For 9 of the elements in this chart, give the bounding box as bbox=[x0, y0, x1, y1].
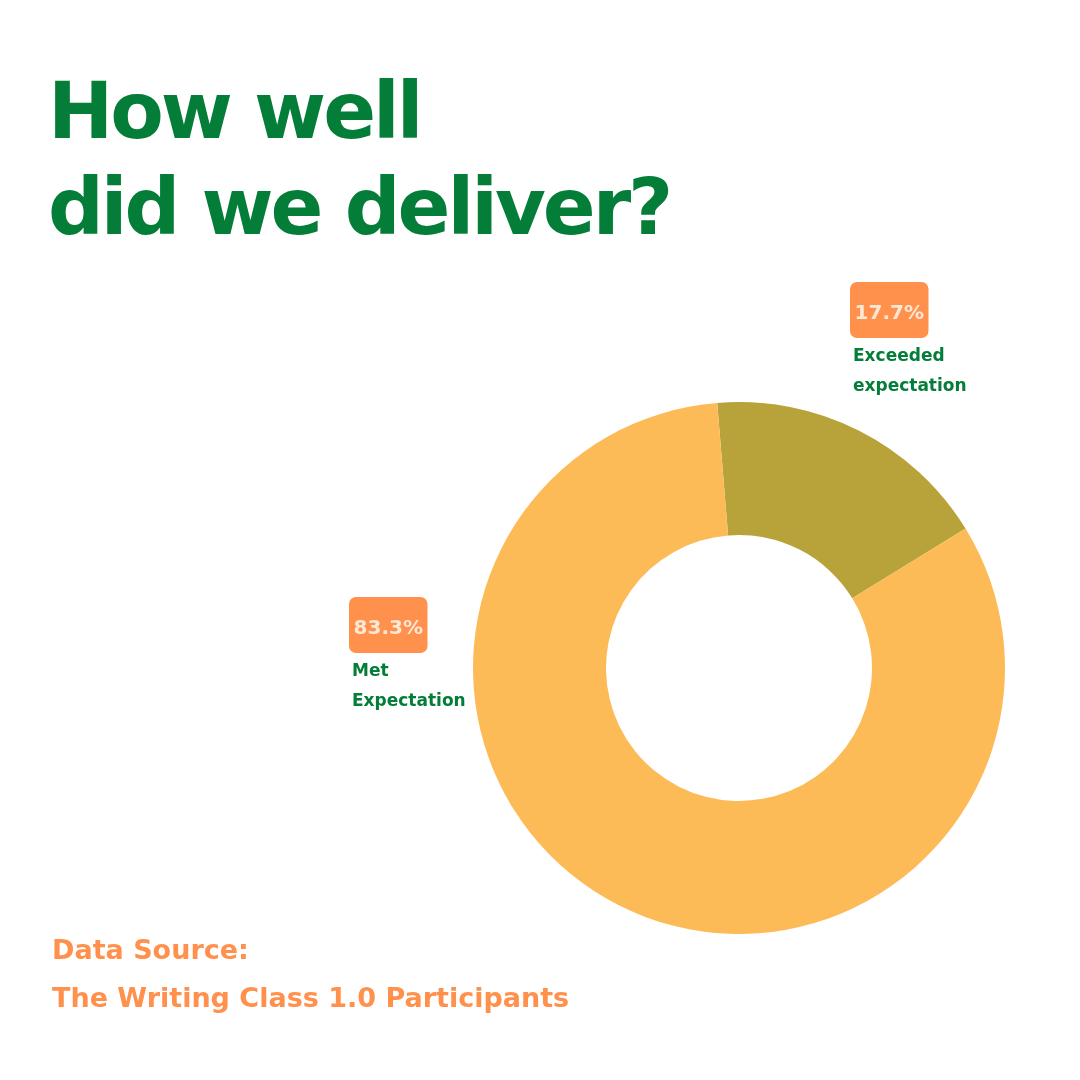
slice-label: Exceeded expectation bbox=[853, 345, 967, 395]
slice-label: Met Expectation bbox=[352, 660, 466, 710]
data-label: 17.7% bbox=[854, 300, 924, 324]
data-label: 83.3% bbox=[353, 615, 423, 639]
donut-slice bbox=[717, 402, 966, 599]
text: The Writing Class 1.0 Participants bbox=[52, 982, 570, 1013]
source-note: Data Source: bbox=[52, 934, 249, 965]
donut-slice bbox=[473, 402, 1005, 934]
chart-title: How well did we deliver? bbox=[48, 66, 671, 252]
